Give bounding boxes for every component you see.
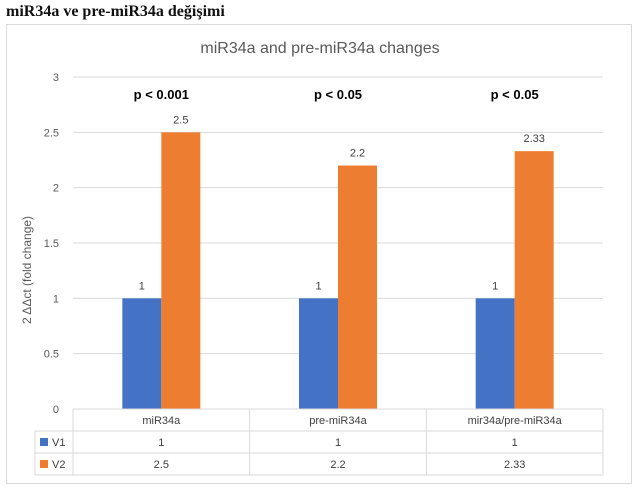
bar-v2-1 [338, 165, 377, 409]
table-cell: 2.2 [330, 459, 345, 471]
bar-v1-0 [122, 298, 162, 409]
y-tick-label: 2 [53, 183, 59, 195]
p-value-annotation: p < 0.05 [491, 87, 539, 102]
data-label: 2.2 [350, 148, 365, 160]
y-tick-label: 0.5 [44, 349, 59, 361]
legend-label: V1 [52, 437, 65, 449]
y-tick-label: 0 [53, 404, 59, 416]
category-label: mir34a/pre-miR34a [468, 415, 563, 427]
bar-v1-1 [299, 298, 338, 409]
data-label: 1 [139, 280, 145, 292]
y-axis-label: 2 ΔΔct (fold change) [20, 216, 34, 324]
significance-annotations: p < 0.001 p < 0.05 p < 0.05 [134, 87, 539, 102]
p-value-annotation: p < 0.05 [314, 87, 362, 102]
legend-label: V2 [52, 459, 65, 471]
document-heading: miR34a ve pre-miR34a değişimi [6, 3, 225, 20]
table-cell: 1 [335, 437, 341, 449]
legend-key-v1 [40, 438, 48, 446]
data-labels: 1 2.5 1 2.2 1 2.33 [139, 114, 545, 292]
bar-v2-2 [514, 151, 554, 409]
data-label: 2.5 [173, 114, 188, 126]
table-cell: 2.33 [504, 459, 525, 471]
y-tick-label: 1 [53, 293, 59, 305]
chart-title: miR34a and pre-miR34a changes [200, 40, 439, 57]
y-tick-label: 3 [53, 72, 59, 84]
bar-v2-0 [161, 132, 201, 409]
p-value-annotation: p < 0.001 [134, 87, 189, 102]
table-cell: 1 [158, 437, 164, 449]
data-label: 1 [492, 280, 498, 292]
table-cell: 2.5 [154, 459, 169, 471]
y-axis-ticks: 0 0.5 1 1.5 2 2.5 3 [44, 72, 59, 416]
bar-chart: miR34a and pre-miR34a changes 2 ΔΔct (fo… [20, 40, 604, 476]
bars [122, 132, 554, 409]
y-tick-label: 2.5 [44, 127, 59, 139]
data-label: 1 [315, 280, 321, 292]
category-label: pre-miR34a [309, 415, 367, 427]
legend-key-v2 [40, 460, 48, 468]
data-table: miR34a pre-miR34a mir34a/pre-miR34a V1 1 1 1 V2… [34, 408, 604, 476]
data-label: 2.33 [523, 133, 544, 145]
category-label: miR34a [142, 415, 181, 427]
y-tick-label: 1.5 [44, 238, 59, 250]
table-cell: 1 [512, 437, 518, 449]
chart-frame: miR34a and pre-miR34a changes 2 ΔΔct (fo… [6, 24, 632, 484]
bar-v1-2 [475, 298, 515, 409]
